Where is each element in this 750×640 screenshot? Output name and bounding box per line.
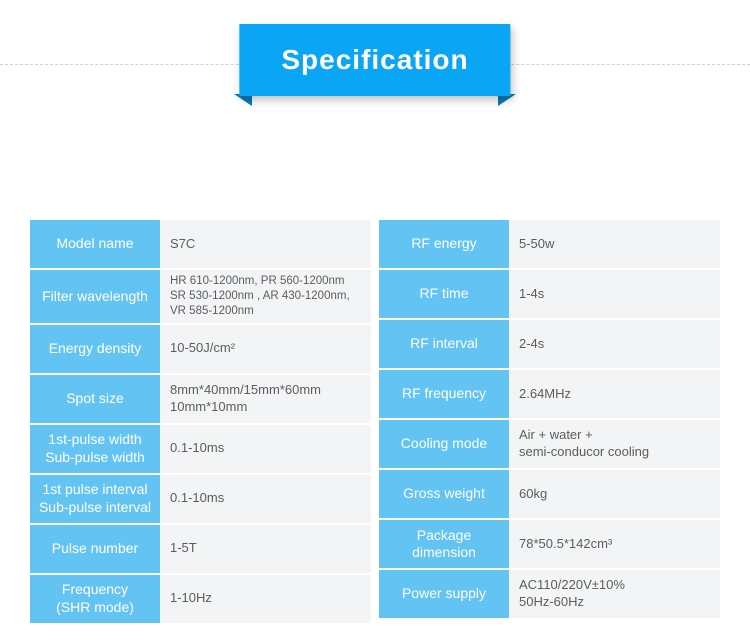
- spec-label: Cooling mode: [379, 420, 509, 468]
- spec-value: 10-50J/cm²: [160, 325, 371, 373]
- spec-value: AC110/220V±10%50Hz-60Hz: [509, 570, 720, 618]
- table-row: Filter wavelengthHR 610-1200nm, PR 560-1…: [30, 270, 371, 323]
- spec-label: Power supply: [379, 570, 509, 618]
- spec-value: Air + water +semi-conducor cooling: [509, 420, 720, 468]
- table-row: Package dimension78*50.5*142cm³: [379, 520, 720, 568]
- spec-value: 8mm*40mm/15mm*60mm10mm*10mm: [160, 375, 371, 423]
- spec-label: Filter wavelength: [30, 270, 160, 323]
- spec-col-right: RF energy5-50w RF time1-4s RF interval2-…: [379, 220, 720, 625]
- table-row: Energy density10-50J/cm²: [30, 325, 371, 373]
- spec-value: 1-5T: [160, 525, 371, 573]
- spec-value: 60kg: [509, 470, 720, 518]
- table-row: Spot size8mm*40mm/15mm*60mm10mm*10mm: [30, 375, 371, 423]
- spec-label: RF energy: [379, 220, 509, 268]
- table-row: RF energy5-50w: [379, 220, 720, 268]
- spec-value: 78*50.5*142cm³: [509, 520, 720, 568]
- table-row: Gross weight60kg: [379, 470, 720, 518]
- spec-value: 1-4s: [509, 270, 720, 318]
- table-row: 1st pulse intervalSub-pulse interval0.1-…: [30, 475, 371, 523]
- table-row: RF interval2-4s: [379, 320, 720, 368]
- spec-label: 1st-pulse widthSub-pulse width: [30, 425, 160, 473]
- spec-col-left: Model nameS7C Filter wavelengthHR 610-12…: [30, 220, 371, 625]
- spec-value: 1-10Hz: [160, 575, 371, 623]
- spec-label: Gross weight: [379, 470, 509, 518]
- spec-value: 0.1-10ms: [160, 475, 371, 523]
- table-row: Cooling modeAir + water +semi-conducor c…: [379, 420, 720, 468]
- specification-table: Model nameS7C Filter wavelengthHR 610-12…: [30, 220, 720, 625]
- table-row: Pulse number1-5T: [30, 525, 371, 573]
- spec-label: RF interval: [379, 320, 509, 368]
- spec-label: Package dimension: [379, 520, 509, 568]
- spec-label: RF time: [379, 270, 509, 318]
- spec-value: 0.1-10ms: [160, 425, 371, 473]
- spec-value: 2-4s: [509, 320, 720, 368]
- spec-label: 1st pulse intervalSub-pulse interval: [30, 475, 160, 523]
- spec-label: Energy density: [30, 325, 160, 373]
- spec-value: 2.64MHz: [509, 370, 720, 418]
- spec-value: 5-50w: [509, 220, 720, 268]
- table-row: RF time1-4s: [379, 270, 720, 318]
- spec-label: Pulse number: [30, 525, 160, 573]
- table-row: RF frequency2.64MHz: [379, 370, 720, 418]
- spec-value: S7C: [160, 220, 371, 268]
- spec-label: Spot size: [30, 375, 160, 423]
- spec-label: Model name: [30, 220, 160, 268]
- spec-label: Frequency(SHR mode): [30, 575, 160, 623]
- table-row: Frequency(SHR mode)1-10Hz: [30, 575, 371, 623]
- spec-value: HR 610-1200nm, PR 560-1200nmSR 530-1200n…: [160, 270, 371, 323]
- table-row: Model nameS7C: [30, 220, 371, 268]
- table-row: Power supplyAC110/220V±10%50Hz-60Hz: [379, 570, 720, 618]
- table-row: 1st-pulse widthSub-pulse width0.1-10ms: [30, 425, 371, 473]
- spec-label: RF frequency: [379, 370, 509, 418]
- page-title: Specification: [239, 24, 510, 96]
